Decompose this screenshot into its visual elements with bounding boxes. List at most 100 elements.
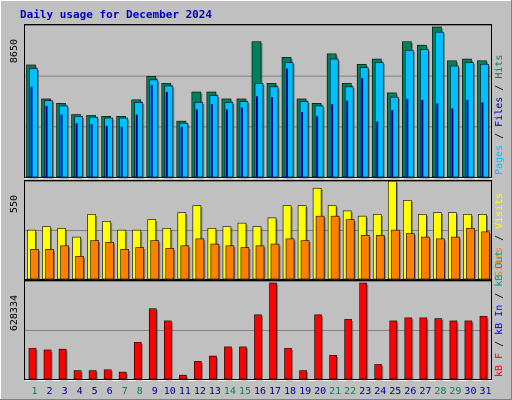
- bar-kb-f-fill: [359, 282, 368, 380]
- panel-middle-bars: [27, 180, 491, 281]
- bar-pages: [120, 126, 123, 177]
- bar-files: [149, 79, 160, 179]
- bar-kb-f: [179, 374, 188, 381]
- bar-pages: [301, 111, 304, 177]
- bar-kb-f: [374, 364, 384, 381]
- bar-kb-f: [239, 346, 248, 381]
- bar-files-fill: [104, 117, 113, 178]
- bar-kb-f: [479, 316, 489, 381]
- panel-bottom-bars: [28, 282, 489, 381]
- bar-kb-f: [419, 317, 429, 381]
- bar-files-fill: [344, 86, 354, 178]
- bar-files-fill: [74, 116, 83, 178]
- day-label: 16: [254, 386, 266, 397]
- bar-kb-f-fill: [254, 314, 262, 380]
- legend-entry: Pages: [494, 145, 505, 175]
- bar-sites: [195, 238, 206, 281]
- bar-pages: [255, 96, 258, 177]
- bar-kb-f-fill: [314, 314, 322, 380]
- bar-files: [74, 116, 85, 179]
- bar-kb-f-fill: [434, 318, 443, 380]
- bar-sites-fill: [300, 240, 310, 280]
- bar-sites: [105, 242, 116, 281]
- panel-middle: 550 Sites / Visits: [9, 180, 505, 281]
- bar-files: [405, 50, 415, 179]
- bar-kb-f: [389, 320, 399, 381]
- bar-pages: [75, 123, 78, 177]
- bar-pages: [240, 107, 243, 177]
- bar-kb-f: [118, 371, 128, 381]
- bar-kb-f-fill: [28, 348, 37, 380]
- panel-top-ymax-label: 8650: [9, 39, 20, 63]
- bar-kb-f-fill: [148, 308, 157, 380]
- day-label: 21: [329, 386, 341, 397]
- bar-pages: [60, 114, 63, 177]
- bar-kb-f-fill: [118, 371, 127, 380]
- bar-sites: [75, 256, 86, 281]
- bar-kb-f: [449, 320, 459, 381]
- bar-sites: [120, 249, 131, 281]
- day-label: 22: [344, 386, 356, 397]
- bar-sites: [315, 215, 326, 281]
- bar-files: [389, 96, 400, 179]
- bar-sites: [60, 245, 71, 281]
- bar-files: [119, 117, 130, 179]
- bar-kb-f: [43, 349, 53, 381]
- bar-kb-f-fill: [299, 370, 307, 380]
- day-label: 4: [77, 386, 83, 397]
- legend-entry: kB Out: [494, 251, 505, 287]
- bar-kb-f: [329, 355, 339, 381]
- day-label: 25: [389, 386, 401, 397]
- bar-sites: [45, 249, 56, 281]
- bar-sites-fill: [105, 242, 114, 280]
- bar-files: [29, 68, 39, 179]
- bar-sites: [150, 240, 161, 281]
- bar-files-fill: [164, 85, 174, 178]
- bar-sites-fill: [345, 219, 355, 280]
- bar-kb-f: [194, 361, 203, 381]
- day-label: 18: [284, 386, 296, 397]
- bar-kb-f-fill: [103, 369, 112, 380]
- bar-sites-fill: [421, 236, 430, 280]
- bar-sites: [375, 235, 386, 281]
- day-label: 27: [419, 386, 431, 397]
- panel-top-legend: Pages / Files / Hits: [494, 55, 505, 175]
- bar-sites-fill: [165, 248, 175, 280]
- bar-kb-f-fill: [88, 370, 97, 380]
- day-label: 12: [194, 386, 206, 397]
- bar-sites: [180, 245, 191, 281]
- bar-pages: [271, 97, 274, 177]
- day-label: 1: [32, 386, 38, 397]
- bar-pages: [481, 102, 484, 177]
- bar-pages: [135, 114, 138, 177]
- bar-kb-f: [88, 370, 98, 381]
- bar-files: [450, 65, 460, 179]
- legend-separator: /: [494, 127, 505, 145]
- bar-pages: [406, 98, 409, 177]
- bar-kb-f-fill: [344, 319, 352, 380]
- bar-sites-fill: [330, 215, 340, 280]
- bar-sites-fill: [195, 238, 205, 280]
- day-label: 11: [179, 386, 191, 397]
- bar-kb-f: [344, 319, 354, 381]
- bar-sites-fill: [436, 238, 445, 280]
- bar-kb-f: [224, 346, 233, 381]
- legend-entry: Files: [494, 97, 505, 127]
- bar-kb-f-fill: [464, 320, 473, 380]
- bar-kb-f-fill: [209, 355, 217, 380]
- bar-pages: [210, 104, 213, 177]
- chart-panels: 8650 Pages / Files / Hits 550 Sites / Visit…: [9, 24, 505, 381]
- bar-files: [224, 102, 235, 179]
- bar-pages: [45, 105, 48, 177]
- bar-sites: [436, 238, 446, 281]
- bar-files-fill: [59, 105, 68, 178]
- bar-kb-f: [464, 320, 474, 381]
- bar-sites: [390, 229, 401, 281]
- bar-files: [480, 63, 490, 179]
- bar-pages: [361, 78, 364, 177]
- bar-kb-f-fill: [374, 364, 383, 380]
- panel-top: 8650 Pages / Files / Hits: [9, 24, 505, 179]
- bar-files-fill: [284, 62, 294, 178]
- bar-sites-fill: [210, 243, 220, 280]
